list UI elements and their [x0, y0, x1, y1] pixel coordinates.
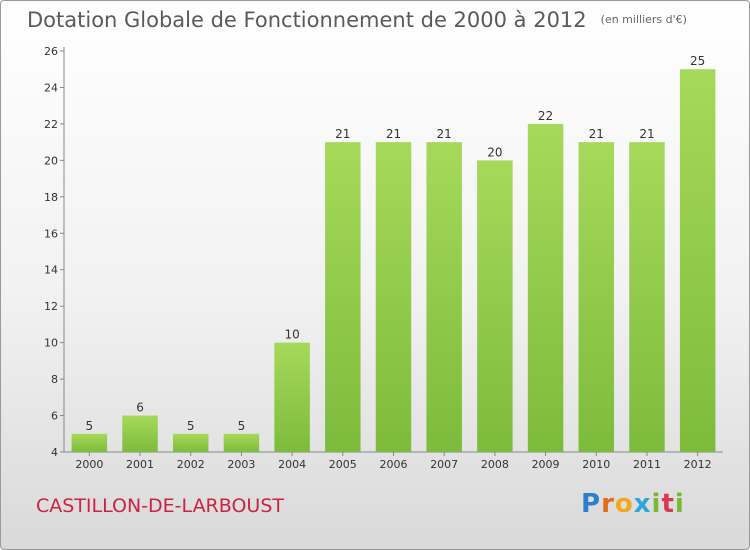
chart-bars: 5 6 5 5 10 21 21 21 20 22 21 21 25	[71, 54, 716, 453]
chart-title: Dotation Globale de Fonctionnement de 20…	[27, 8, 687, 32]
bar-value-label: 6	[136, 401, 144, 415]
y-tick-label: 24	[44, 81, 58, 94]
y-tick-label: 16	[44, 227, 58, 240]
y-tick-label: 22	[44, 118, 58, 131]
bar-value-label: 21	[386, 127, 401, 141]
y-tick-label: 14	[44, 264, 58, 277]
bar-2004	[274, 342, 310, 452]
bar-2008	[477, 160, 513, 452]
title-text: Dotation Globale de Fonctionnement de 20…	[27, 8, 587, 32]
y-tick-label: 8	[51, 373, 58, 386]
y-tick-label: 26	[44, 45, 58, 58]
bar-value-label: 21	[639, 127, 654, 141]
x-tick-label: 2003	[227, 458, 255, 471]
logo-letter: P	[581, 489, 602, 519]
bar-value-label: 21	[589, 127, 604, 141]
bar-value-label: 5	[238, 419, 246, 433]
bar-2010	[578, 142, 615, 453]
chart-axes: 4 6 8 10 12 14 16 18 20 22 24 26 2000 2001 2002 2003 200…	[44, 45, 723, 471]
x-tick-label: 2004	[278, 458, 306, 471]
y-tick-label: 12	[44, 300, 58, 313]
bar-2009	[527, 123, 564, 452]
x-tick-label: 2011	[633, 458, 661, 471]
x-tick-label: 2009	[532, 458, 560, 471]
x-tick-label: 2006	[380, 458, 408, 471]
bar-value-label: 10	[284, 328, 299, 342]
bar-2011	[629, 142, 665, 453]
x-tick-label: 2000	[75, 458, 103, 471]
bar-2005	[325, 142, 361, 453]
x-tick-label: 2005	[329, 458, 357, 471]
bar-value-label: 21	[335, 127, 350, 141]
bar-2003	[223, 433, 260, 452]
y-tick-label: 6	[51, 410, 58, 423]
bar-value-label: 5	[187, 419, 195, 433]
y-tick-label: 10	[44, 337, 58, 350]
x-tick-label: 2010	[582, 458, 610, 471]
bar-2000	[71, 433, 108, 452]
logo-letter: t	[661, 489, 675, 519]
logo-letter: i	[674, 489, 685, 519]
bar-2002	[172, 433, 209, 452]
logo-letter: i	[651, 489, 662, 519]
bar-2001	[122, 415, 158, 452]
commune-name: CASTILLON-DE-LARBOUST	[36, 495, 284, 517]
bar-2007	[426, 142, 462, 453]
bar-value-label: 5	[86, 419, 94, 433]
bar-value-label: 25	[690, 54, 705, 68]
x-tick-label: 2001	[126, 458, 154, 471]
bar-2012	[679, 69, 716, 453]
bar-value-label: 22	[538, 109, 553, 123]
bar-value-label: 20	[487, 145, 502, 159]
bar-2006	[375, 142, 412, 453]
unit-note: (en milliers d'€)	[600, 13, 687, 26]
x-tick-label: 2008	[481, 458, 509, 471]
y-tick-label: 20	[44, 154, 58, 167]
y-tick-label: 18	[44, 191, 58, 204]
logo-letter: x	[633, 489, 652, 519]
x-tick-label: 2012	[684, 458, 712, 471]
x-tick-label: 2007	[430, 458, 458, 471]
logo-letter: o	[614, 489, 634, 519]
y-tick-label: 4	[51, 446, 58, 459]
proxiti-logo: Proxiti	[581, 489, 685, 519]
bar-value-label: 21	[437, 127, 452, 141]
logo-letter: r	[601, 489, 615, 519]
x-tick-label: 2002	[177, 458, 205, 471]
